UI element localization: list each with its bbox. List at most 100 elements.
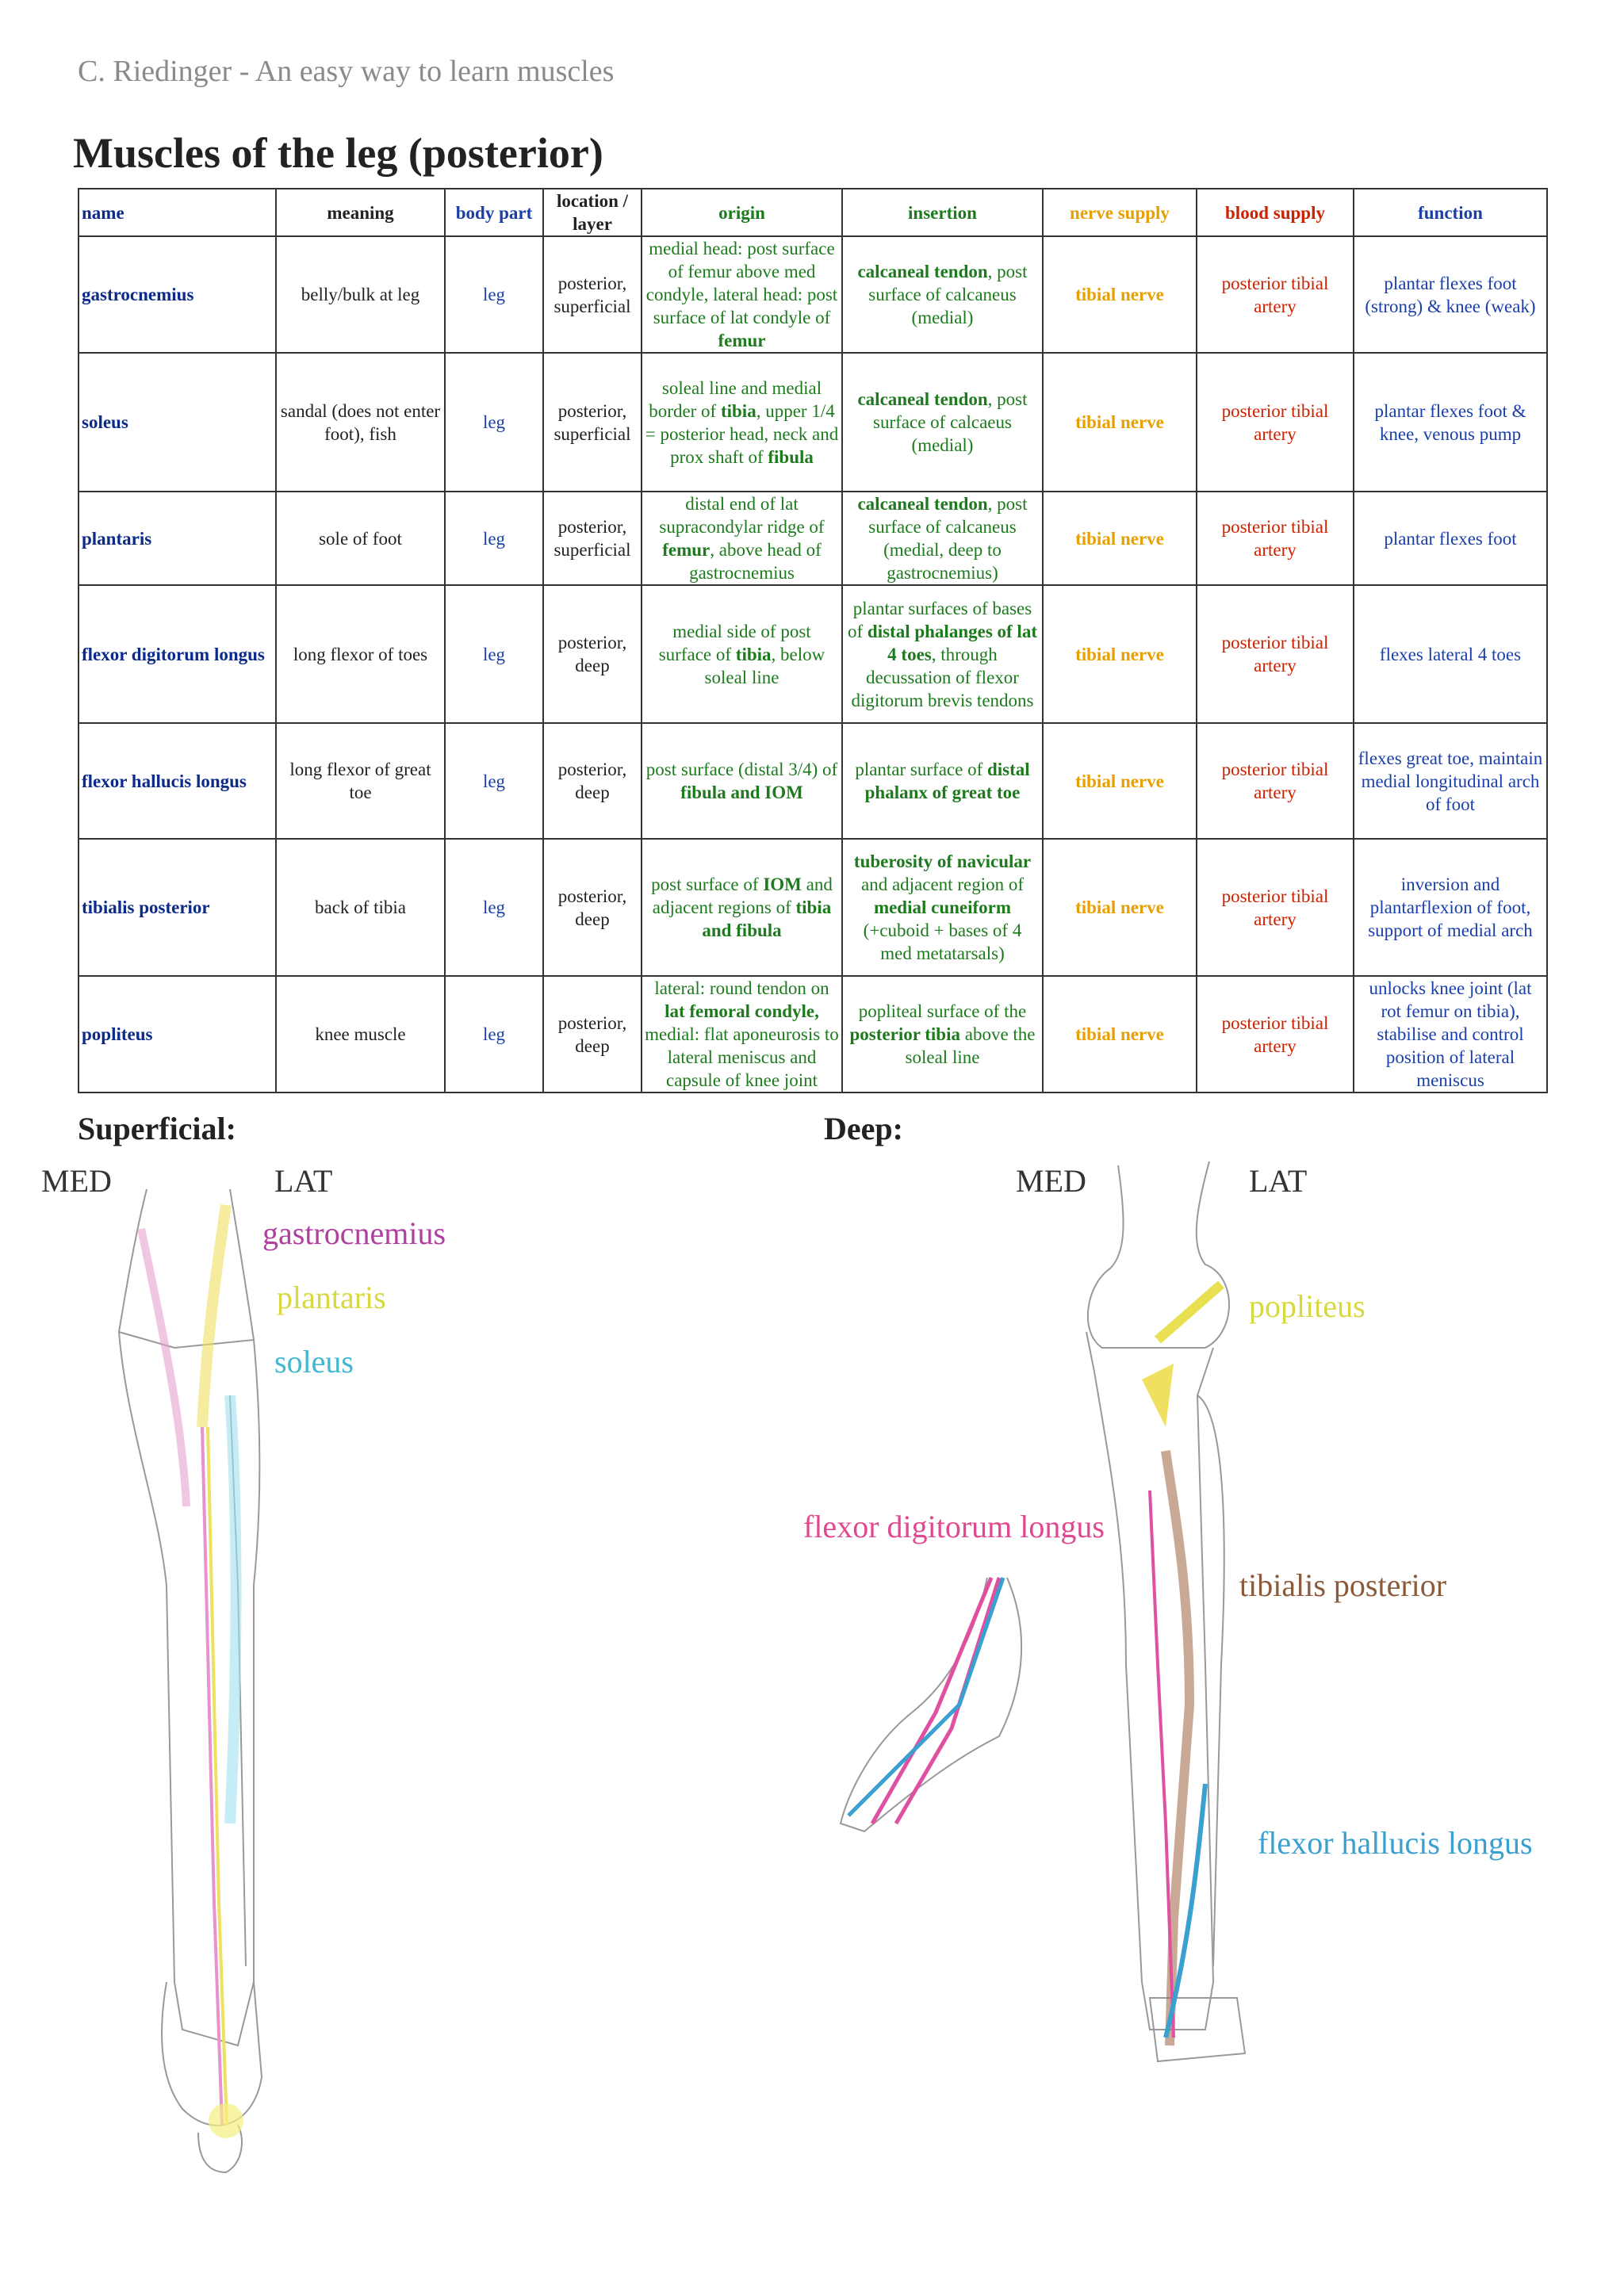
table-cell: popliteal surface of the posterior tibia…	[841, 975, 1044, 1093]
cell-text: , below soleal line	[704, 644, 825, 687]
cell-text-bold: lat femoral condyle,	[665, 1001, 819, 1021]
table-cell: calcaneal tendon, post surface of calcae…	[841, 352, 1044, 492]
table-cell: posterior tibial artery	[1196, 838, 1354, 977]
cell-text-bold: IOM	[763, 874, 802, 894]
cell-text: lateral: round tendon on	[654, 978, 829, 998]
table-cell: posterior, deep	[542, 975, 642, 1093]
column-header: meaning	[275, 188, 446, 237]
cell-text: , post surface of calcaneus (medial)	[868, 262, 1028, 327]
cell-text: medial head: post surface of femur above…	[645, 239, 838, 327]
table-cell: plantar flexes foot	[1353, 491, 1548, 586]
author: C. Riedinger - An easy way to learn musc…	[78, 55, 615, 88]
table-cell: soleus	[78, 352, 277, 492]
column-header: name	[78, 188, 277, 237]
table-cell: sandal (does not enter foot), fish	[275, 352, 446, 492]
table-cell: calcaneal tendon, post surface of calcan…	[841, 491, 1044, 586]
table-cell: posterior, deep	[542, 838, 642, 977]
cell-text-bold: medial cuneiform	[873, 897, 1012, 917]
cell-text-bold: fibula and IOM	[680, 783, 803, 802]
cell-text: medial side of post surface of	[658, 621, 811, 664]
table-cell: plantar surfaces of bases of distal phal…	[841, 584, 1044, 724]
table-cell: tibial nerve	[1042, 235, 1197, 354]
table-cell: posterior tibial artery	[1196, 584, 1354, 724]
table-cell: unlocks knee joint (lat rot femur on tib…	[1353, 975, 1548, 1093]
cell-text: plantar surfaces of bases of	[848, 598, 1032, 641]
table-cell: posterior, deep	[542, 584, 642, 724]
table-row: flexor digitorum longus long flexor of to…	[78, 584, 1548, 724]
superficial-sketch	[117, 1188, 263, 2174]
cell-text-bold: tibia and fibula	[702, 897, 832, 940]
table-cell: flexor hallucis longus	[78, 722, 277, 840]
table-cell: leg	[444, 838, 544, 977]
orientation-label: MED	[41, 1163, 112, 1199]
table-cell: tibial nerve	[1042, 352, 1197, 492]
column-header: insertion	[841, 188, 1044, 237]
cell-text: popliteal surface of the	[858, 1001, 1027, 1021]
muscle-label: gastrocnemius	[262, 1215, 446, 1251]
table-row: soleus sandal (does not enter foot), fish…	[78, 352, 1548, 492]
cell-text-bold: fibula	[768, 446, 814, 467]
table-cell: posterior, superficial	[542, 235, 642, 354]
cell-text: , upper 1/4 = posterior head, neck and p…	[645, 400, 839, 467]
cell-text-bold: femur	[718, 331, 766, 350]
cell-text: plantar surface of	[855, 760, 987, 779]
muscle-label: tibialis posterior	[1239, 1567, 1447, 1603]
muscle-label: flexor digitorum longus	[803, 1509, 1105, 1544]
cell-text: and adjacent region of	[861, 874, 1024, 894]
table-cell: posterior tibial artery	[1196, 722, 1354, 840]
cell-text: above the soleal line	[905, 1024, 1036, 1067]
table-cell: lateral: round tendon on lat femoral con…	[641, 975, 843, 1093]
table-cell: flexor digitorum longus	[78, 584, 277, 724]
table-cell: leg	[444, 235, 544, 354]
cell-text: distal end of lat supracondylar ridge of	[659, 494, 825, 537]
cell-text-bold: distal phalanges of lat 4 toes	[867, 621, 1037, 664]
cell-text: , post surface of calcaeus (medial)	[873, 389, 1028, 455]
table-cell: flexes lateral 4 toes	[1353, 584, 1548, 724]
cell-text-bold: tibia	[735, 644, 772, 664]
cell-text: soleal line and medial border of	[649, 377, 822, 421]
table-cell: medial head: post surface of femur above…	[641, 235, 843, 354]
table-cell: soleal line and medial border of tibia, …	[641, 352, 843, 492]
table-cell: tibialis posterior	[78, 838, 277, 977]
section-heading: Deep:	[824, 1111, 903, 1146]
column-header: origin	[641, 188, 843, 237]
orientation-label: MED	[1016, 1163, 1086, 1199]
cell-text: post surface of	[651, 874, 764, 894]
table-cell: posterior, superficial	[542, 352, 642, 492]
table-cell: tibial nerve	[1042, 975, 1197, 1093]
table-cell: tibial nerve	[1042, 584, 1197, 724]
table-cell: gastrocnemius	[78, 235, 277, 354]
table-cell: distal end of lat supracondylar ridge of…	[641, 491, 843, 586]
table-cell: tibial nerve	[1042, 491, 1197, 586]
deep-sketch	[839, 1161, 1247, 2063]
table-cell: plantar flexes foot & knee, venous pump	[1353, 352, 1548, 492]
table-cell: inversion and plantarflexion of foot, su…	[1353, 838, 1548, 977]
table-cell: posterior tibial artery	[1196, 352, 1354, 492]
cell-text-bold: femur	[662, 540, 710, 560]
cell-text: (+cuboid + bases of 4 med metatarsals)	[863, 920, 1022, 963]
table-cell: tibial nerve	[1042, 838, 1197, 977]
table-cell: back of tibia	[275, 838, 446, 977]
table-cell: plantar surface of distal phalanx of gre…	[841, 722, 1044, 840]
table-cell: sole of foot	[275, 491, 446, 586]
table-cell: tibial nerve	[1042, 722, 1197, 840]
cell-text-bold: distal phalanx of great toe	[864, 760, 1030, 802]
cell-text-bold: calcaneal tendon	[857, 494, 988, 514]
table-cell: posterior, deep	[542, 722, 642, 840]
table-cell: belly/bulk at leg	[275, 235, 446, 354]
table-cell: leg	[444, 352, 544, 492]
table-cell: calcaneal tendon, post surface of calcan…	[841, 235, 1044, 354]
muscle-label: popliteus	[1249, 1288, 1365, 1324]
column-header: nerve supply	[1042, 188, 1197, 237]
table-cell: flexes great toe, maintain medial longit…	[1353, 722, 1548, 840]
muscle-label: soleus	[274, 1344, 354, 1380]
muscle-label: flexor hallucis longus	[1258, 1825, 1533, 1861]
table-cell: post surface (distal 3/4) of fibula and …	[641, 722, 843, 840]
table-cell: posterior tibial artery	[1196, 975, 1354, 1093]
column-header: blood supply	[1196, 188, 1354, 237]
table-cell: posterior, superficial	[542, 491, 642, 586]
table-cell: long flexor of toes	[275, 584, 446, 724]
table-row: flexor hallucis longus long flexor of gre…	[78, 722, 1548, 840]
